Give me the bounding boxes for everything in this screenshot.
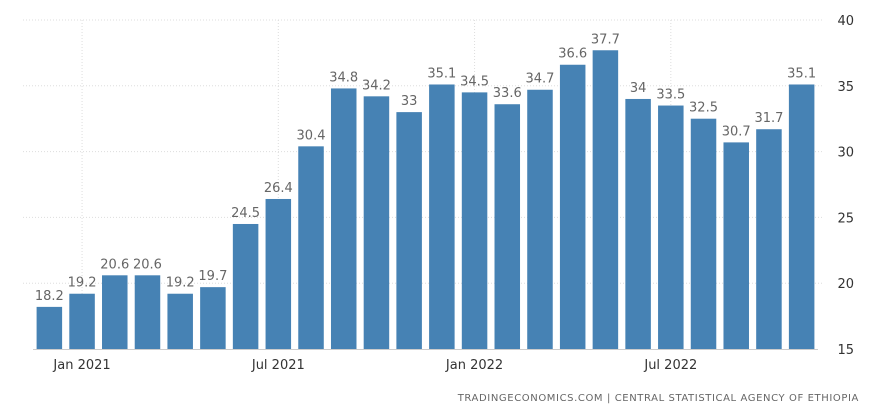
value-label: 33.6	[493, 86, 522, 101]
bar-sep-2022	[723, 142, 749, 349]
bar-jan-2021	[69, 293, 95, 349]
bar-apr-2021	[167, 293, 193, 349]
x-tick-label: Jan 2021	[52, 358, 110, 373]
grid-lines	[23, 19, 824, 350]
value-label: 35.1	[427, 66, 456, 81]
value-label: 30.7	[722, 124, 751, 139]
bar-dec-2021	[429, 84, 455, 349]
y-tick-label: 40	[837, 14, 854, 29]
bar-apr-2022	[559, 64, 586, 349]
bar-jun-2022	[625, 98, 651, 350]
bar-dec-2020	[36, 306, 63, 349]
bar-feb-2021	[102, 275, 128, 349]
value-label: 34.5	[460, 74, 489, 89]
value-label: 37.7	[591, 32, 620, 47]
bar-series	[36, 50, 815, 350]
bar-jan-2022	[461, 92, 488, 349]
bar-jul-2022	[658, 105, 684, 349]
value-label: 26.4	[264, 181, 293, 196]
bar-mar-2021	[134, 275, 161, 349]
bar-mar-2022	[527, 89, 553, 350]
bar-jun-2021	[232, 223, 259, 349]
bar-jul-2021	[265, 198, 292, 349]
x-tick-label: Jan 2022	[445, 358, 503, 373]
bar-aug-2021	[298, 146, 324, 349]
value-label: 34.8	[329, 70, 358, 85]
y-tick-label: 35	[837, 80, 854, 95]
value-label: 36.6	[558, 47, 587, 62]
bar-aug-2022	[690, 118, 717, 349]
value-label: 33	[401, 94, 418, 109]
y-tick-label: 30	[837, 146, 854, 161]
value-label: 24.5	[231, 206, 260, 221]
bar-feb-2022	[494, 104, 521, 349]
bar-may-2021	[200, 287, 226, 349]
value-label: 32.5	[689, 101, 718, 116]
value-label: 19.2	[68, 276, 97, 291]
value-label: 31.7	[754, 111, 783, 126]
value-label: 35.1	[787, 66, 816, 81]
x-axis-ticks: Jan 2021 Jul 2021 Jan 2022 Jul 2022	[52, 358, 697, 373]
value-label: 20.6	[133, 257, 162, 272]
y-axis-ticks: 15 20 25 30 35 40	[837, 14, 854, 358]
x-tick-label: Jul 2022	[643, 358, 697, 373]
value-label: 34.2	[362, 78, 391, 93]
x-tick-label: Jul 2021	[251, 358, 305, 373]
bar-may-2022	[592, 50, 619, 349]
y-tick-label: 20	[837, 277, 854, 292]
y-tick-label: 15	[837, 343, 854, 358]
bar-oct-2021	[363, 96, 390, 349]
bar-nov-2021	[396, 112, 422, 350]
value-labels: 18.219.220.6 20.619.2 19.724.526.430.434.8…	[35, 32, 816, 304]
source-attribution: TRADINGECONOMICS.COM | CENTRAL STATISTIC…	[457, 393, 859, 404]
value-label: 19.7	[198, 269, 227, 284]
bar-oct-2022	[756, 129, 782, 349]
value-label: 30.4	[297, 128, 326, 143]
value-label: 18.2	[35, 289, 64, 304]
value-label: 34.7	[526, 72, 555, 87]
value-label: 34	[630, 81, 647, 96]
value-label: 33.5	[656, 88, 685, 103]
value-label: 20.6	[100, 257, 129, 272]
bar-sep-2021	[330, 88, 357, 349]
bar-nov-2022	[788, 84, 815, 349]
y-tick-label: 25	[837, 211, 854, 226]
value-label: 19.2	[166, 276, 195, 291]
